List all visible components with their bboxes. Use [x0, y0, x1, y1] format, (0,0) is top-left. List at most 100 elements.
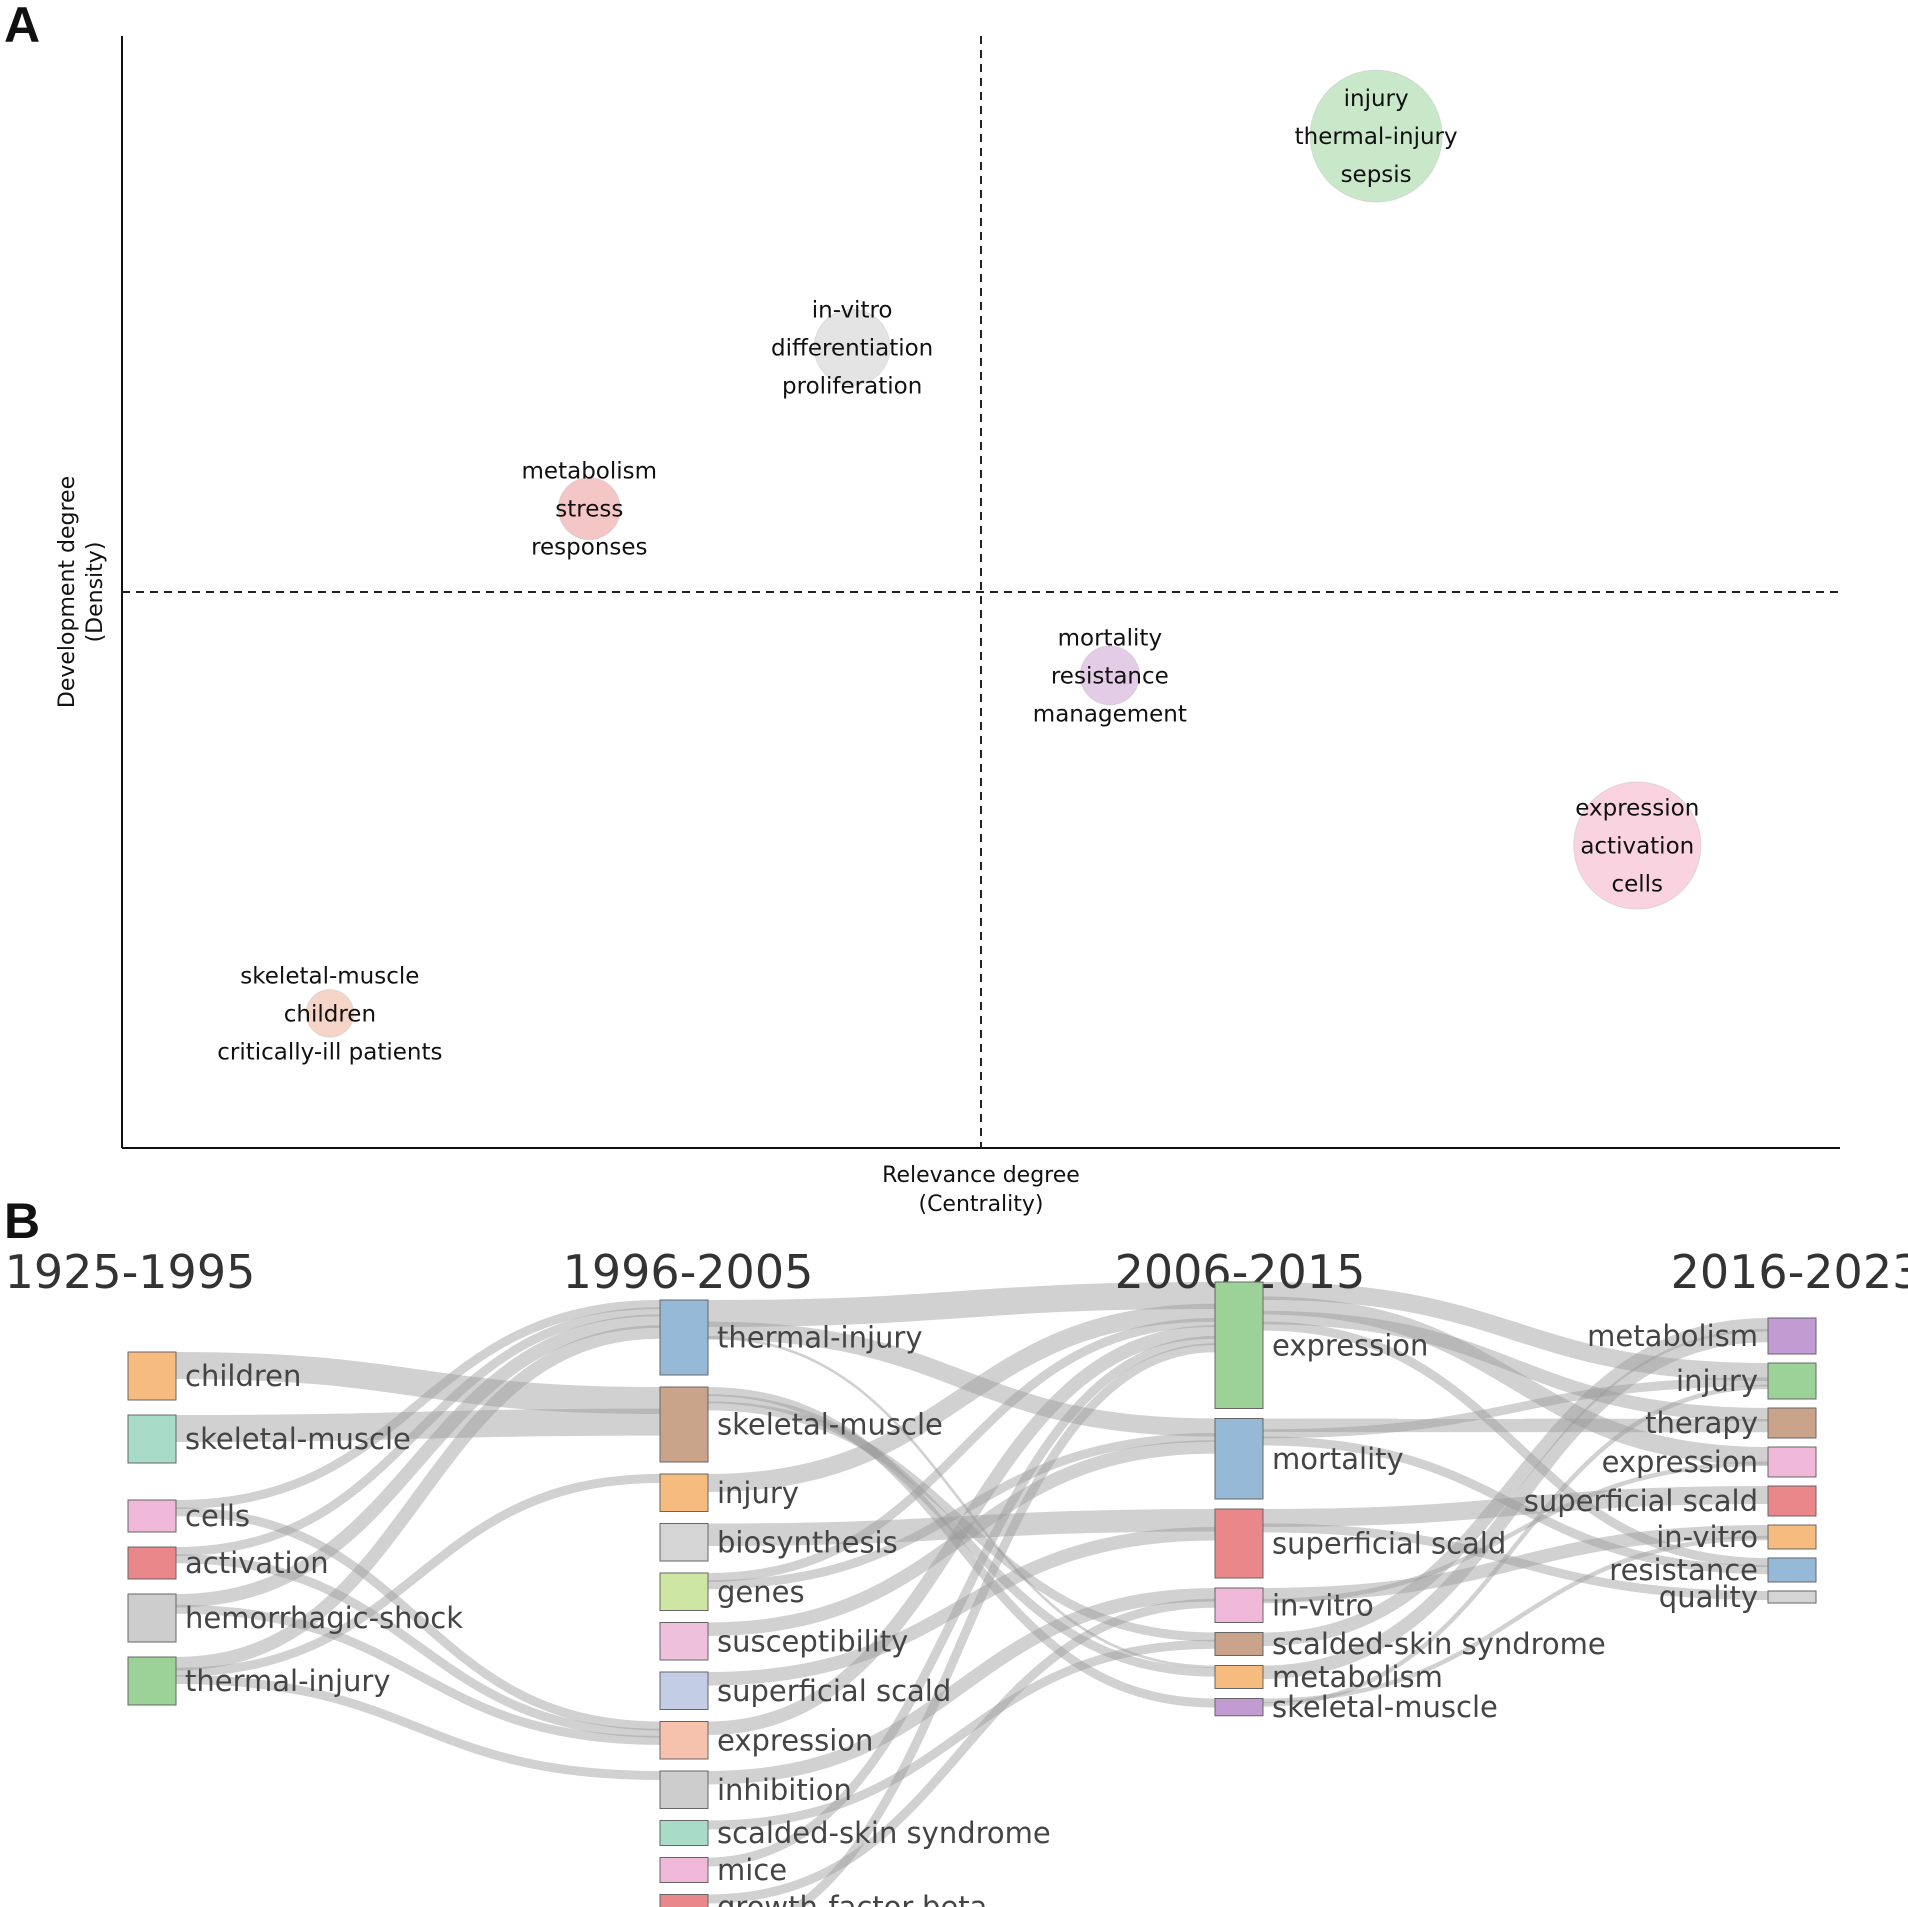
flow-in-vitro-to-expression	[1262, 1461, 1769, 1604]
node-box	[1767, 1407, 1817, 1439]
node-label: mice	[717, 1853, 787, 1887]
theme-word: children	[284, 1001, 376, 1027]
flow-activation-to-expression	[175, 1554, 661, 1738]
period-label-1925-1995: 1925-1995	[5, 1245, 256, 1299]
theme-expression: expression activation cells	[1573, 781, 1702, 910]
theme-word: expression	[1575, 796, 1699, 822]
flow-genes-to-expression	[707, 1318, 1216, 1582]
node-box	[659, 1721, 709, 1760]
x-axis-title-line1: Relevance degree	[882, 1163, 1080, 1188]
thematic-evolution-sankey: 1925-1995 1996-2005 2006-2015 2016-2023 chi…	[5, 1245, 1908, 1907]
panel-a-letter: A	[4, 0, 40, 53]
node-box	[1767, 1485, 1817, 1517]
node-label: children	[185, 1359, 301, 1393]
flow-growth-factor-beta-to-in-vitro	[707, 1598, 1216, 1904]
theme-word: activation	[1580, 834, 1694, 860]
node-2006-2015-in-vitro: in-vitro	[1214, 1587, 1374, 1623]
node-2006-2015-scalded-skin-syndrome: scalded-skin syndrome	[1214, 1627, 1606, 1661]
period-label-2016-2023: 2016-2023	[1671, 1245, 1908, 1299]
theme-skeletal-muscle: skeletal-muscle children critically-ill pa…	[217, 963, 442, 1065]
node-label: thermal-injury	[717, 1321, 923, 1355]
node-1996-2005-susceptibility: susceptibility	[659, 1622, 908, 1661]
node-label: susceptibility	[717, 1624, 908, 1658]
node-box	[1767, 1362, 1817, 1400]
theme-word: responses	[531, 535, 647, 561]
node-1996-2005-genes: genes	[659, 1572, 805, 1611]
theme-bubble	[1079, 645, 1140, 706]
node-box	[659, 1770, 709, 1809]
node-label: activation	[185, 1546, 329, 1580]
flow-superficial-scald-to-superficial-scald	[1262, 1486, 1769, 1527]
node-1996-2005-inhibition: inhibition	[659, 1770, 852, 1809]
flow-skeletal-muscle-to-metabolism	[707, 1394, 1216, 1677]
node-1925-1995-activation: activation	[127, 1546, 329, 1580]
y-axis-title-line1: Development degree	[55, 476, 80, 708]
node-box	[1767, 1557, 1817, 1583]
flow-mortality-to-injury	[1262, 1377, 1769, 1439]
flow-hemorrhagic-shock-to-expression	[175, 1604, 661, 1745]
theme-word: proliferation	[782, 373, 922, 399]
node-box	[127, 1546, 177, 1580]
theme-word: in-vitro	[812, 297, 893, 323]
node-1996-2005-mice: mice	[659, 1853, 787, 1887]
theme-word: metabolism	[522, 459, 658, 485]
flow-biosynthesis-to-superficial-scald	[707, 1509, 1216, 1546]
node-box	[659, 1622, 709, 1661]
flow-expression-to-therapy	[1262, 1310, 1769, 1422]
node-label: expression	[1272, 1328, 1428, 1362]
node-2006-2015-mortality: mortality	[1214, 1418, 1404, 1500]
node-box	[1767, 1590, 1817, 1604]
node-label: genes	[717, 1575, 805, 1609]
flow-identification-to-expression	[789, 1343, 1216, 1907]
theme-bubble	[1309, 69, 1443, 203]
flow-scalded-skin-syndrome-to-scalded-skin-syndrome	[707, 1639, 1216, 1830]
flow-cells-to-expression	[175, 1507, 661, 1731]
node-label: cells	[185, 1499, 250, 1533]
y-axis-title-line2: (Density)	[83, 542, 108, 643]
node-2006-2015-superficial-scald: superficial scald	[1214, 1508, 1506, 1579]
theme-bubble	[557, 477, 621, 541]
node-box	[659, 1820, 709, 1846]
flow-susceptibility-to-mortality	[707, 1440, 1216, 1636]
flow-mice-to-expression	[707, 1336, 1216, 1867]
node-box	[659, 1572, 709, 1611]
flow-scalded-skin-syndrome-to-metabolism	[1262, 1318, 1769, 1646]
node-1996-2005-thermal-injury: thermal-injury	[659, 1299, 923, 1376]
node-2016-2023-therapy: therapy	[1645, 1406, 1817, 1440]
node-label: metabolism	[1587, 1319, 1758, 1353]
node-box	[659, 1523, 709, 1562]
node-box	[1214, 1587, 1264, 1623]
flow-thermal-injury-to-expression	[707, 1282, 1216, 1327]
node-label: expression	[717, 1723, 873, 1757]
node-1996-2005-injury: injury	[659, 1473, 799, 1512]
theme-bubble	[813, 308, 891, 386]
node-box	[127, 1414, 177, 1464]
node-label: metabolism	[1272, 1660, 1443, 1694]
node-box	[127, 1593, 177, 1643]
node-label: injury	[717, 1476, 799, 1510]
flow-expression-to-resistance	[1262, 1321, 1769, 1567]
node-1925-1995-thermal-injury: thermal-injury	[127, 1656, 391, 1706]
node-1996-2005-growth-factor-beta: growth-factor-beta	[659, 1890, 987, 1907]
node-label: in-vitro	[1656, 1520, 1758, 1554]
node-label: scalded-skin syndrome	[717, 1816, 1051, 1850]
node-box	[1767, 1524, 1817, 1550]
node-label: injury	[1676, 1364, 1758, 1398]
x-axis-title-line2: (Centrality)	[918, 1192, 1043, 1217]
period-label-1996-2005: 1996-2005	[563, 1245, 814, 1299]
node-1996-2005-expression: expression	[659, 1721, 873, 1760]
node-box	[127, 1499, 177, 1533]
node-1925-1995-hemorrhagic-shock: hemorrhagic-shock	[127, 1593, 463, 1643]
flow-thermal-injury-to-injury	[175, 1474, 661, 1677]
node-2016-2023-in-vitro: in-vitro	[1656, 1520, 1817, 1554]
node-1925-1995-skeletal-muscle: skeletal-muscle	[127, 1414, 411, 1464]
node-label: biosynthesis	[717, 1525, 898, 1559]
node-label: expression	[1602, 1445, 1758, 1479]
node-label: superficial scald	[717, 1674, 951, 1708]
node-label: superficial scald	[1524, 1484, 1758, 1518]
node-label: growth-factor-beta	[717, 1890, 987, 1907]
node-box	[1214, 1418, 1264, 1500]
node-box	[1767, 1446, 1817, 1478]
node-box	[127, 1656, 177, 1706]
